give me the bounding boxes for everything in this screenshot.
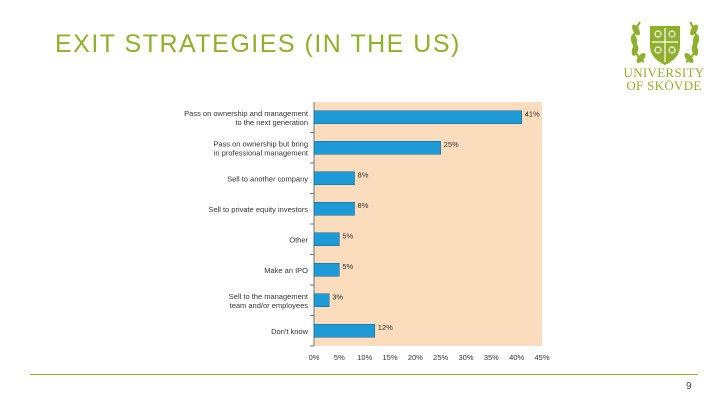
data-label: 8% bbox=[358, 170, 369, 179]
university-logo-text: UNIVERSITY OF SKÖVDE bbox=[618, 66, 710, 92]
data-label: 5% bbox=[342, 262, 353, 271]
bar bbox=[313, 171, 355, 185]
x-tick-label: 40% bbox=[509, 353, 524, 362]
bar bbox=[313, 293, 330, 307]
category-label: Sell to the management bbox=[229, 292, 309, 301]
plot-background bbox=[314, 102, 542, 346]
data-label: 8% bbox=[358, 201, 369, 210]
page-number: 9 bbox=[686, 381, 692, 392]
x-tick-label: 20% bbox=[408, 353, 423, 362]
exit-strategies-chart: 41% Pass on ownership and management to th… bbox=[170, 100, 570, 373]
data-label: 12% bbox=[378, 323, 393, 332]
x-tick-label: 15% bbox=[382, 353, 397, 362]
x-tick-label: 10% bbox=[357, 353, 372, 362]
data-label: 3% bbox=[332, 292, 343, 301]
x-tick-label: 30% bbox=[458, 353, 473, 362]
bar bbox=[313, 232, 340, 246]
category-label: team and/or employees bbox=[230, 301, 309, 310]
category-label: to the next generation bbox=[235, 118, 308, 127]
university-crest-icon bbox=[630, 21, 700, 65]
x-tick-label: 25% bbox=[433, 353, 448, 362]
data-label: 41% bbox=[525, 109, 540, 118]
x-tick-label: 5% bbox=[334, 353, 345, 362]
category-label: Pass on ownership and management bbox=[184, 109, 309, 118]
category-label: in professional management bbox=[214, 148, 309, 157]
x-tick-label: 0% bbox=[309, 353, 320, 362]
category-label: Pass on ownership but bring bbox=[213, 139, 308, 148]
bar bbox=[313, 324, 376, 338]
bar bbox=[313, 141, 441, 155]
data-label: 25% bbox=[444, 140, 459, 149]
footer-divider bbox=[30, 374, 698, 375]
x-tick-label: 45% bbox=[534, 353, 549, 362]
bar bbox=[313, 110, 522, 124]
bar bbox=[313, 202, 355, 216]
category-label: Make an IPO bbox=[264, 266, 308, 275]
category-label: Don't know bbox=[271, 327, 308, 336]
category-label: Other bbox=[289, 235, 308, 244]
category-label: Sell to another company bbox=[227, 174, 308, 183]
data-label: 5% bbox=[342, 231, 353, 240]
logo-line-1: UNIVERSITY bbox=[623, 65, 705, 80]
bar bbox=[313, 263, 340, 277]
category-label: Sell to private equity investors bbox=[208, 205, 308, 214]
x-tick-label: 35% bbox=[484, 353, 499, 362]
logo-line-2: OF SKÖVDE bbox=[626, 78, 702, 93]
slide-title: EXIT STRATEGIES (IN THE US) bbox=[55, 30, 461, 58]
